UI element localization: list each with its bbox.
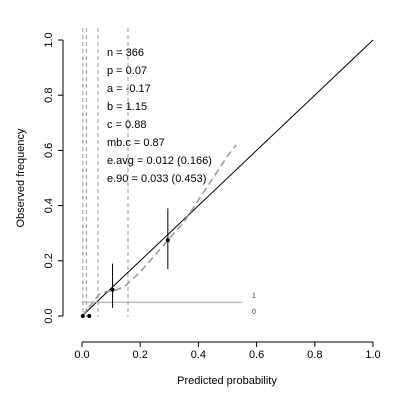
y-tick-label: 0.8 [43,88,55,103]
y-axis-label: Observed frequency [15,128,27,228]
x-tick-label: 0.2 [133,349,148,361]
stats-block: n = 366 p = 0.07 a = -0.17 b = 1.15 c = … [107,47,212,185]
ideal-line [81,39,374,317]
stat-line: p = 0.07 [107,65,147,77]
group-point [87,314,92,318]
stat-line: e.avg = 0.012 (0.166) [107,155,212,167]
stat-line: c = 0.88 [107,119,146,131]
stat-line: mb.c = 0.87 [107,137,165,149]
plot-frame: 0.0 0.2 0.4 0.6 0.8 1.0 0.0 0.2 0.4 0.6 0.8 1.0 [43,32,381,361]
group-points [80,208,170,318]
spike-histogram: 10 [81,293,256,316]
spike-label: 0 [252,309,256,316]
y-tick-label: 1.0 [43,32,55,47]
y-tick-label: 0.6 [43,143,55,158]
stat-line: n = 366 [107,47,144,59]
group-point [165,238,170,243]
x-tick-label: 0.0 [74,349,89,361]
spike-label: 1 [252,293,256,300]
group-point [110,287,115,292]
y-tick-label: 0.0 [43,308,55,323]
stat-line: a = -0.17 [107,83,151,95]
smooth-curve-line [81,144,237,317]
ideal-line-segment [81,39,374,317]
x-tick-label: 0.4 [191,349,206,361]
y-tick-label: 0.2 [43,253,55,268]
stat-line: b = 1.15 [107,101,147,113]
x-axis-label: Predicted probability [177,375,277,387]
x-tick-label: 0.6 [249,349,264,361]
y-tick-label: 0.4 [43,198,55,213]
x-tick-label: 0.8 [307,349,322,361]
group-point [80,314,85,318]
quantile-lines [82,28,129,317]
x-tick-label: 1.0 [365,349,380,361]
smooth-curve [81,144,237,317]
stat-line: e.90 = 0.033 (0.453) [107,173,206,185]
